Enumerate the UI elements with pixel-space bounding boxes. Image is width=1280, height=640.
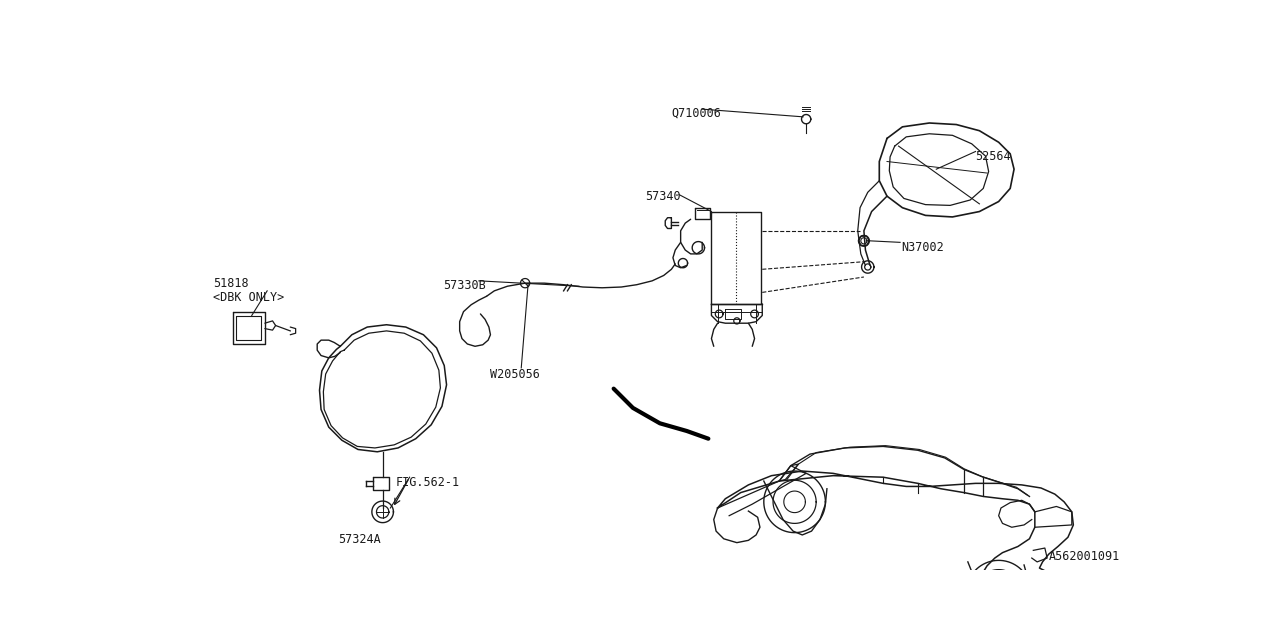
Text: <DBK ONLY>: <DBK ONLY> (214, 291, 284, 304)
Text: W205056: W205056 (490, 368, 540, 381)
Text: N37002: N37002 (901, 241, 945, 254)
Text: Q710006: Q710006 (672, 106, 721, 119)
Text: 51818: 51818 (214, 277, 248, 290)
Text: A562001091: A562001091 (1048, 550, 1120, 563)
Text: 57340: 57340 (645, 190, 681, 203)
Text: 57330B: 57330B (443, 278, 485, 292)
Text: 52564: 52564 (975, 150, 1011, 163)
Text: FIG.562-1: FIG.562-1 (396, 476, 460, 489)
Text: 57324A: 57324A (338, 532, 381, 546)
